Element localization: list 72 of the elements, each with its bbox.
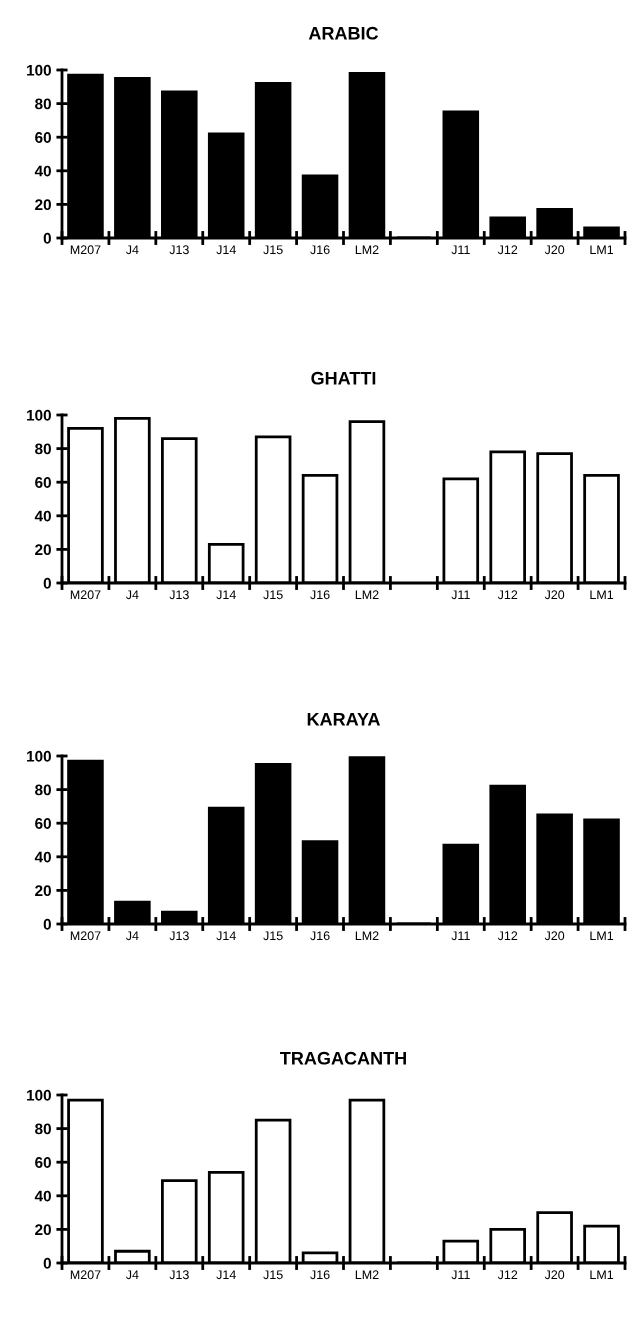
x-tick-label: LM1 [590,245,614,254]
x-tick-label: J14 [216,1270,236,1280]
y-tick-label: 0 [43,232,51,244]
x-tick-label: LM2 [355,245,379,254]
x-tick-label: J15 [263,1270,283,1280]
x-tick-label: J11 [451,931,470,941]
x-tick-label: LM1 [590,590,614,599]
y-tick-label: 80 [35,98,51,110]
y-tick-label: 60 [35,818,51,829]
x-tick-label: J15 [263,931,283,941]
chart-title: GHATTI [311,371,376,385]
x-tick-label: J4 [125,590,139,600]
x-tick-label: J16 [310,931,330,941]
x-tick-label: J12 [497,245,518,255]
x-tick-label: J16 [310,1270,330,1280]
x-tick-label: LM1 [590,1270,614,1279]
y-tick-label: 0 [43,577,51,589]
chart-title: ARABIC [308,26,379,40]
x-tick-label: J14 [216,590,236,600]
x-tick-label: M207 [70,1270,101,1280]
x-tick-label: J20 [544,1270,565,1280]
x-tick-label: J15 [263,245,283,255]
y-tick-label: 60 [35,1157,51,1168]
x-tick-label: J4 [125,1270,139,1280]
y-tick-label: 80 [35,443,51,455]
y-tick-label: 100 [27,409,51,421]
y-tick-label: 100 [27,64,51,76]
x-tick-label: J4 [125,931,139,941]
y-tick-label: 20 [35,885,51,897]
x-tick-label: J16 [310,245,330,255]
x-tick-label: J11 [451,1270,470,1280]
x-tick-label: J12 [497,931,518,941]
x-tick-label: LM1 [590,931,614,940]
x-tick-label: M207 [70,590,101,600]
y-tick-label: 0 [43,1257,51,1269]
x-tick-label: J13 [169,590,189,600]
y-tick-label: 0 [43,918,51,930]
x-tick-label: J13 [169,1270,189,1280]
x-tick-label: J12 [497,1270,518,1280]
y-tick-label: 100 [27,1089,51,1101]
y-tick-label: 60 [35,477,51,488]
x-tick-label: LM2 [355,1270,379,1279]
chart-title: KARAYA [307,713,380,726]
y-tick-label: 40 [34,851,51,863]
x-tick-label: J14 [216,245,236,255]
x-tick-label: J11 [451,245,470,255]
x-tick-label: M207 [70,245,101,255]
x-tick-label: J20 [544,931,565,941]
x-tick-label: J11 [451,590,470,600]
x-tick-label: J13 [169,245,189,255]
x-tick-label: J16 [310,590,330,600]
x-tick-label: LM2 [355,931,379,940]
y-tick-label: 40 [34,1190,51,1202]
x-tick-label: J4 [125,245,139,255]
y-tick-label: 20 [35,544,51,556]
y-tick-label: 60 [35,132,51,143]
y-tick-label: 20 [35,1224,51,1236]
x-tick-label: J20 [544,245,565,255]
x-tick-label: J15 [263,590,283,600]
x-tick-label: J12 [497,590,518,600]
x-tick-label: M207 [70,931,101,941]
y-tick-label: 80 [35,1123,51,1135]
y-tick-label: 100 [27,750,51,762]
y-tick-label: 20 [35,199,51,211]
y-tick-label: 40 [34,510,51,522]
y-tick-label: 40 [34,165,51,177]
y-tick-label: 80 [35,784,51,796]
x-tick-label: LM2 [355,590,379,599]
x-tick-label: J13 [169,931,189,941]
x-tick-label: J20 [544,590,565,600]
chart-title: TRAGACANTH [280,1051,406,1065]
x-tick-label: J14 [216,931,236,941]
